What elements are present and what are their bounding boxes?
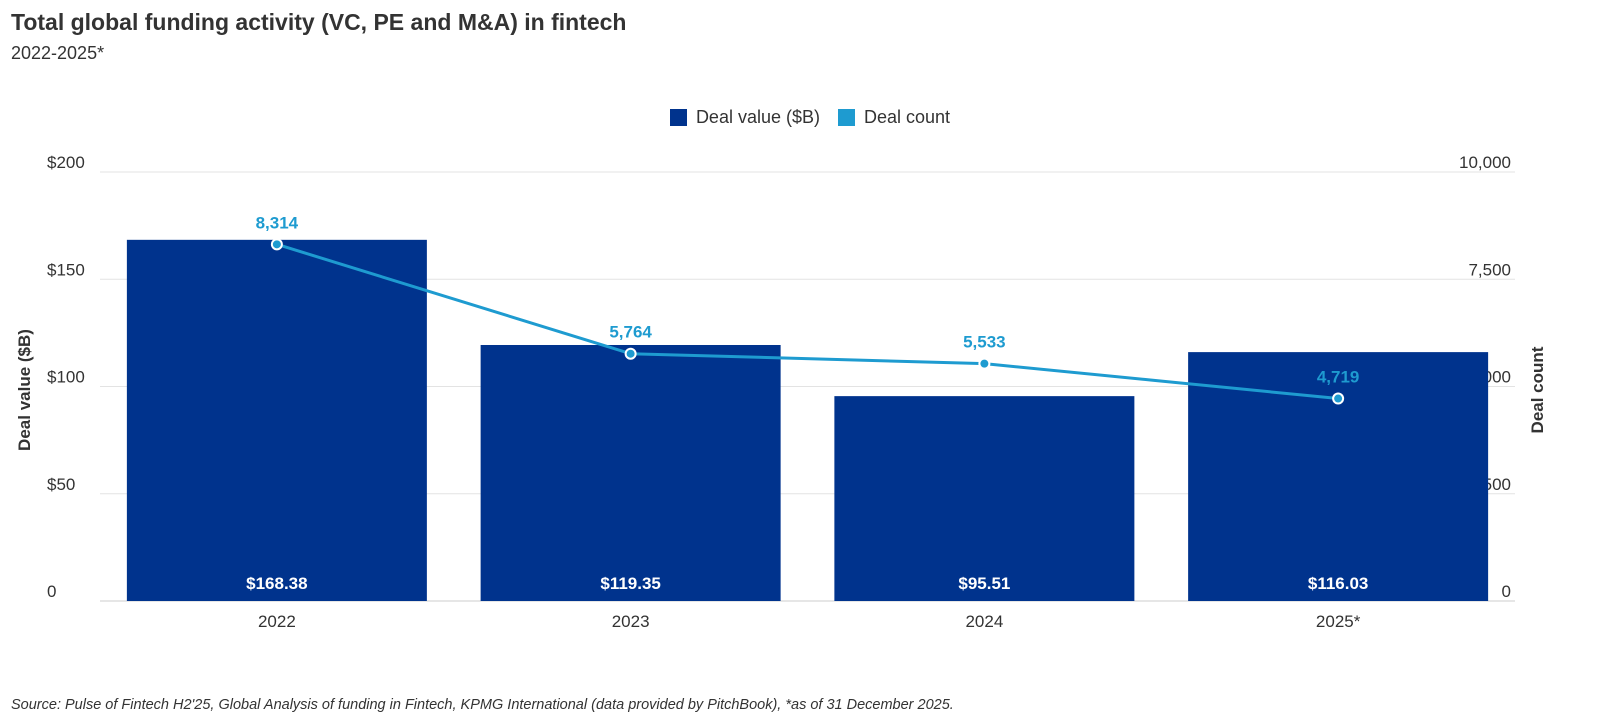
legend-label-deal-value: Deal value ($B) <box>695 107 820 127</box>
y-right-tick-label: 10,000 <box>1459 153 1511 172</box>
deal-count-label: 5,764 <box>609 323 652 342</box>
chart-subtitle: 2022-2025* <box>11 43 105 63</box>
y-left-tick-label: $50 <box>47 475 75 494</box>
x-tick-label: 2024 <box>965 612 1003 631</box>
y-left-axis-title: Deal value ($B) <box>15 329 34 451</box>
legend-item-deal-count[interactable]: Deal count <box>838 107 950 128</box>
bar-value-label: $95.51 <box>958 574 1010 593</box>
y-right-axis-title: Deal count <box>1528 346 1547 433</box>
y-left-tick-label: 0 <box>47 582 56 601</box>
x-tick-label: 2025* <box>1316 612 1361 631</box>
deal-count-label: 4,719 <box>1317 368 1360 387</box>
legend-swatch-deal-count <box>838 109 855 126</box>
y-left-tick-label: $100 <box>47 368 85 387</box>
deal-count-point <box>624 347 637 360</box>
y-left-tick-label: $200 <box>47 153 85 172</box>
source-note: Source: Pulse of Fintech H2'25, Global A… <box>11 697 954 713</box>
bar <box>480 344 781 601</box>
x-tick-label: 2023 <box>612 612 650 631</box>
y-left-tick-label: $150 <box>47 260 85 279</box>
deal-count-point <box>1332 392 1345 405</box>
y-right-tick-label: 7,500 <box>1468 260 1511 279</box>
bar <box>126 239 427 602</box>
legend-label-deal-count: Deal count <box>864 107 951 127</box>
legend-swatch-deal-value <box>669 109 687 126</box>
deal-count-point <box>978 357 991 370</box>
y-right-tick-label: 0 <box>1502 582 1511 601</box>
deal-count-point <box>270 238 283 251</box>
deal-count-label: 5,533 <box>963 333 1006 352</box>
bar-value-label: $119.35 <box>600 574 661 593</box>
legend-item-deal-value[interactable]: Deal value ($B) <box>669 107 820 128</box>
deal-count-line <box>276 242 1339 401</box>
bar-value-label: $116.03 <box>1308 574 1369 593</box>
x-tick-label: 2022 <box>258 612 296 631</box>
bar-value-label: $168.38 <box>246 574 307 593</box>
bar <box>834 396 1135 601</box>
deal-count-label: 8,314 <box>256 213 299 232</box>
chart-legend: Deal value ($B) Deal count <box>0 107 1620 128</box>
chart-title: Total global funding activity (VC, PE an… <box>11 9 627 35</box>
